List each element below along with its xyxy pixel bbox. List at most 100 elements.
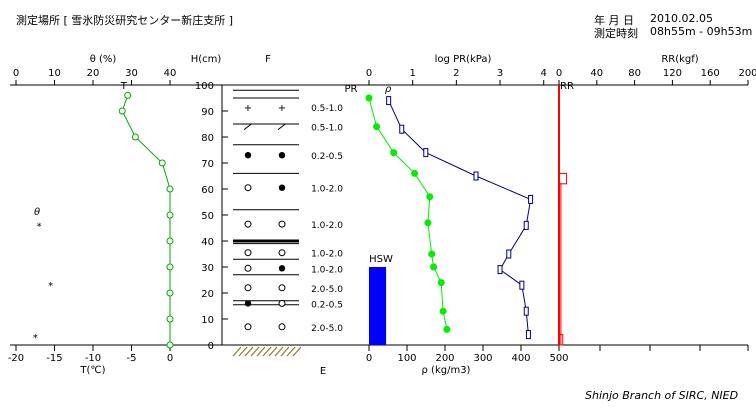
ground-hatch [238,346,248,357]
date-label: 年 月 日 [594,14,634,27]
temperature-point [166,289,174,297]
rr-marker-label: RR [560,81,574,92]
grain-size-label: 2.0-5.0 [311,285,343,295]
temperature-point [166,315,174,323]
grain-symbol-open [278,249,286,257]
grain-size-label: 1.0-2.0 [311,250,343,260]
height-tick-label: 20 [201,289,214,300]
pr-point [473,171,479,181]
pr-point [525,330,531,340]
temperature-tick-label: -10 [85,353,101,364]
temperature-tick-label: -20 [8,353,24,364]
location-title: 測定場所 [ 雪氷防災研究センター新庄支所 ] [16,14,234,27]
grain-symbol-filled [244,152,252,159]
grain-size-label: 0.2-0.5 [311,152,343,162]
ground-hatch [244,346,254,357]
pr-marker-label: PR [345,84,358,95]
log-pr-tick-label: 1 [409,68,415,79]
rho-marker-label: ρ [385,84,392,95]
density-tick-label: 500 [549,353,568,364]
temperature-point [166,185,174,193]
density-point [411,169,419,177]
temperature-tick-label: -15 [46,353,62,364]
pr-point [523,306,529,316]
ground-hatch [250,346,260,357]
temperature-point [166,211,174,219]
grain-symbol-open [278,220,286,228]
rr-axis-label: RR(kgf) [661,54,698,65]
pr-line [388,100,532,335]
grain-symbol-slash [243,123,253,131]
grain-size-label: 0.5-1.0 [311,124,343,134]
rr-tick-label: 160 [701,68,720,79]
pr-point [386,96,392,106]
log-pr-tick-label: 3 [497,68,503,79]
ground-hatch [268,346,278,357]
height-tick-label: 40 [201,237,214,248]
grain-size-label: 1.0-2.0 [311,265,343,275]
layer-column-title: F [265,54,271,65]
grain-size-label: 0.5-1.0 [311,104,343,114]
temperature-point [124,91,132,99]
theta-axis-label: θ (%) [90,54,117,65]
density-point [439,307,447,315]
grain-size-label: 2.0-5.0 [311,324,343,334]
pr-point [523,220,529,230]
grain-size-label: 1.0-2.0 [311,185,343,195]
footer-credit: Shinjo Branch of SIRC, NIED [585,389,739,402]
ground-hatch [286,346,296,357]
temperature-axis-label: T(℃) [79,365,105,376]
rr-tick-label: 40 [590,68,603,79]
rr-tick-label: 120 [663,68,682,79]
pr-point [528,194,534,204]
temperature-point [166,263,174,271]
temperature-tick-label: -5 [127,353,137,364]
grain-symbol-open [244,184,252,192]
theta-tick-label: 30 [125,68,138,79]
ground-hatch [262,346,272,357]
theta-star-marker: * [37,221,42,232]
date-value: 2010.02.05 [650,12,713,25]
hsw-bar [369,267,387,345]
height-tick-label: 0 [208,341,214,352]
grain-symbol-open [244,284,252,292]
grain-symbol-open [278,284,286,292]
density-tick-label: 100 [397,353,416,364]
height-tick-label: 90 [201,107,214,118]
height-tick-label: 80 [201,133,214,144]
grain-symbol-plus: + [244,103,252,114]
pr-point [399,124,405,134]
ground-hatch [280,346,290,357]
rr-tick-label: 200 [738,68,756,79]
grain-size-label: 0.2-0.5 [311,300,343,310]
ground-hatch [232,346,242,357]
height-tick-label: 10 [201,315,214,326]
height-tick-label: 60 [201,185,214,196]
rr-tick-label: 80 [628,68,641,79]
density-point [390,149,398,157]
density-axis-label: ρ (kg/m3) [422,365,471,376]
density-point [426,193,434,201]
time-value: 08h55m - 09h53m [650,25,753,38]
temperature-tick-label: 0 [167,353,173,364]
density-point [443,325,451,333]
height-tick-label: 50 [201,211,214,222]
height-axis-label: H(cm) [191,54,222,65]
density-tick-label: 300 [473,353,492,364]
grain-symbol-slash [277,123,287,131]
theta-tick-label: 10 [48,68,61,79]
log-pr-tick-label: 0 [366,68,372,79]
theta-tick-label: 0 [13,68,19,79]
pr-point [519,280,525,290]
density-point [437,279,445,287]
height-tick-label: 100 [195,81,214,92]
time-label: 測定時刻 [594,27,638,40]
grain-symbol-filled [244,300,252,307]
pr-point [497,265,503,275]
theta-tick-label: 20 [87,68,100,79]
density-tick-label: 0 [366,353,372,364]
rr-step [558,172,568,185]
density-point [424,219,432,227]
theta-star-marker: * [33,333,38,344]
